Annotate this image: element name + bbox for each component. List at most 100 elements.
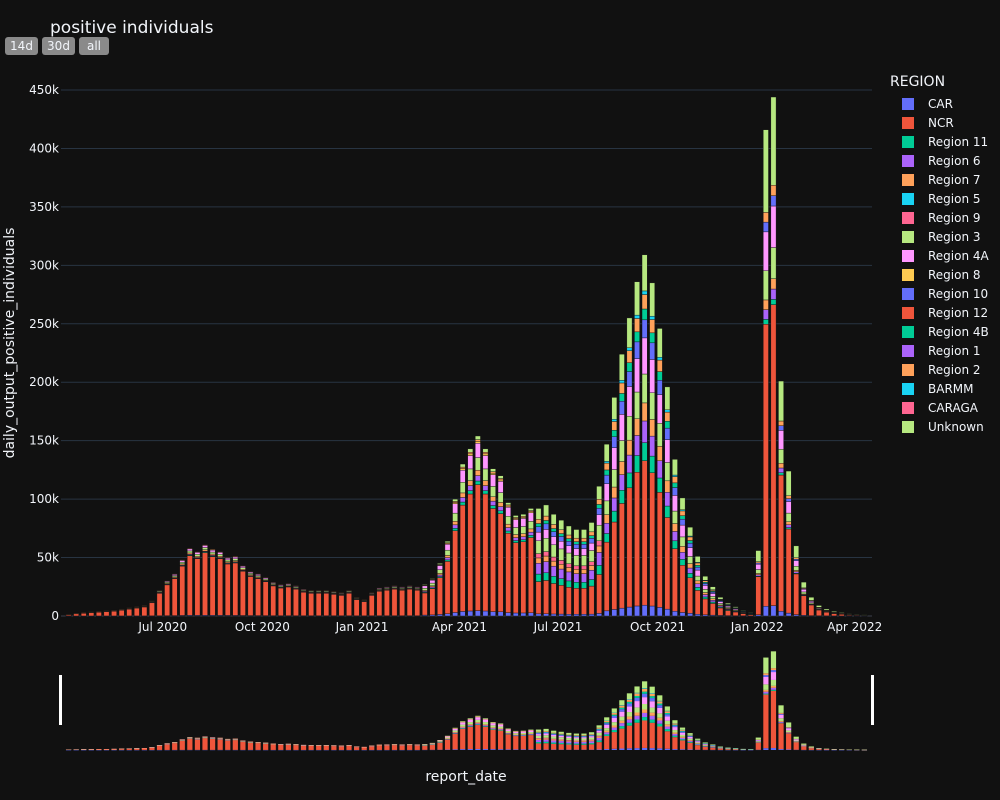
legend-item[interactable]: BARMM xyxy=(902,379,989,398)
rangeslider-bar-segment xyxy=(786,732,792,734)
rangeslider-bar-segment xyxy=(657,695,663,701)
legend-item[interactable]: Region 1 xyxy=(902,341,989,360)
rangeslider-bar-segment xyxy=(573,735,580,736)
bar-segment xyxy=(664,421,671,429)
rangeslider-bar-segment xyxy=(672,732,678,734)
legend-item[interactable]: Region 12 xyxy=(902,303,989,322)
rangeslider-bar-segment xyxy=(482,722,489,725)
legend-item[interactable]: Region 6 xyxy=(902,151,989,170)
rangeslider-bar-segment xyxy=(566,744,572,750)
legend-item[interactable]: Region 4A xyxy=(902,246,989,265)
rangeslider-bar-segment xyxy=(551,734,557,737)
legend-item[interactable]: Region 11 xyxy=(902,132,989,151)
rangeslider-bar-segment xyxy=(535,738,542,740)
rangeslider-bar-segment xyxy=(558,739,564,741)
rangeslider-bar-segment xyxy=(490,749,496,750)
rangeslider-bar-segment xyxy=(763,691,769,694)
legend-swatch xyxy=(902,325,914,338)
rangeslider-bar-segment xyxy=(498,730,504,750)
bar-segment xyxy=(535,613,542,617)
rangeslider-bar-segment xyxy=(558,734,564,735)
bar-segment xyxy=(649,282,655,317)
rangeslider-bar-segment xyxy=(543,739,549,742)
bar-segment xyxy=(588,550,595,562)
bar-segment xyxy=(444,557,451,561)
bar-segment xyxy=(785,527,792,530)
bar-segment xyxy=(702,583,709,586)
legend-item[interactable]: CARAGA xyxy=(902,398,989,417)
bar-segment xyxy=(649,435,655,457)
bar-segment xyxy=(444,549,451,556)
bar-segment xyxy=(755,569,762,574)
rangeslider-bar-segment xyxy=(642,688,648,692)
rangeslider-bar-segment xyxy=(566,740,572,741)
rangeslider-bar-segment xyxy=(520,749,526,750)
rangeslider-bar-segment xyxy=(437,742,443,750)
rangeslider-bar-segment xyxy=(134,748,140,750)
bar-segment xyxy=(793,560,800,567)
bar-segment xyxy=(603,469,610,476)
bar-segment xyxy=(800,589,807,593)
bar-segment xyxy=(603,523,610,534)
bar-segment xyxy=(156,592,163,616)
bar-segment xyxy=(558,585,565,615)
range-button-all[interactable]: all xyxy=(79,37,109,55)
rangeslider-left-handle[interactable] xyxy=(59,675,62,725)
bar-segment xyxy=(656,492,663,608)
bar-segment xyxy=(535,523,542,527)
legend-item[interactable]: NCR xyxy=(902,113,989,132)
bar-segment xyxy=(399,589,405,616)
bar-segment xyxy=(482,493,489,612)
legend-item[interactable]: Region 3 xyxy=(902,227,989,246)
bar-segment xyxy=(179,565,186,616)
rangeslider-bar-segment xyxy=(444,736,451,738)
rangeslider-bar-segment xyxy=(710,745,716,747)
legend-item[interactable]: Region 9 xyxy=(902,208,989,227)
bar-segment xyxy=(300,591,307,616)
bar-segment xyxy=(482,490,489,495)
bar-segment xyxy=(611,397,618,420)
rangeslider-bar-segment xyxy=(498,729,504,730)
bar-segment xyxy=(179,560,186,563)
bar-segment xyxy=(429,588,436,616)
legend-item[interactable]: Region 8 xyxy=(902,265,989,284)
rangeslider-bar-segment xyxy=(808,746,814,748)
bar-segment xyxy=(778,474,784,612)
legend-item[interactable]: CAR xyxy=(902,94,989,113)
range-button-30d[interactable]: 30d xyxy=(42,37,75,55)
bar-segment xyxy=(308,592,314,616)
bar-segment xyxy=(641,442,648,461)
bar-segment xyxy=(315,590,322,591)
rangeslider-bar-segment xyxy=(649,719,655,723)
rangeslider-right-handle[interactable] xyxy=(871,675,874,725)
rangeslider-bar-segment xyxy=(179,740,185,750)
legend-item[interactable]: Region 10 xyxy=(902,284,989,303)
legend-item[interactable]: Region 4B xyxy=(902,322,989,341)
rangeslider-bar-segment xyxy=(657,726,663,749)
bar-segment xyxy=(535,581,542,615)
bar-segment xyxy=(368,594,375,616)
rangeslider-bar-segment xyxy=(634,715,640,720)
bar-segment xyxy=(528,537,534,613)
legend-item[interactable]: Region 7 xyxy=(902,170,989,189)
rangeslider-bar-segment xyxy=(475,719,481,723)
legend-item[interactable]: Region 5 xyxy=(902,189,989,208)
bar-segment xyxy=(626,386,633,417)
rangeslider-bar-segment xyxy=(543,732,549,734)
bar-segment xyxy=(293,585,299,587)
legend-item[interactable]: Unknown xyxy=(902,417,989,436)
legend-item[interactable]: Region 2 xyxy=(902,360,989,379)
rangeslider-bar-segment xyxy=(649,748,655,750)
range-button-14d[interactable]: 14d xyxy=(5,37,38,55)
rangeslider-bar-segment xyxy=(604,717,610,721)
rangeslider-bar-segment xyxy=(535,733,542,735)
bar-segment xyxy=(634,358,640,393)
bar-segment xyxy=(520,612,527,617)
rangeslider-bar-segment xyxy=(642,688,648,689)
bar-segment xyxy=(641,460,648,606)
bar-segment xyxy=(497,492,504,503)
bar-segment xyxy=(543,551,549,557)
rangeslider-bar-segment xyxy=(634,701,640,708)
bar-segment xyxy=(611,486,618,499)
rangeslider-bar-segment xyxy=(679,739,686,741)
